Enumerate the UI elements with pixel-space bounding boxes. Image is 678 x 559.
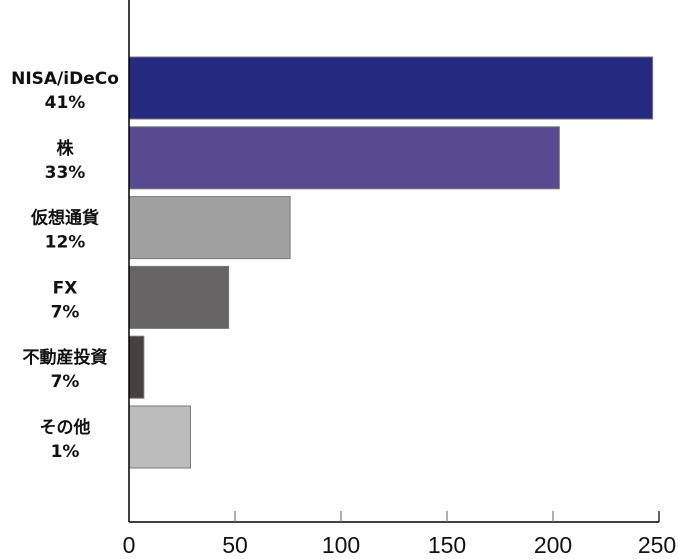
category-percent: 7%: [51, 372, 80, 392]
bar-3: [128, 265, 230, 329]
bar-0: [128, 56, 654, 120]
category-label: 不動産投資: [23, 347, 108, 368]
category-percent: 1%: [51, 442, 80, 462]
category-percent: 7%: [51, 302, 80, 322]
x-tick-label: 0: [123, 532, 136, 558]
bar-4: [128, 335, 145, 399]
x-tick-label: 150: [428, 532, 466, 558]
category-percent: 33%: [45, 163, 86, 183]
category-label: NISA/iDeCo: [11, 69, 119, 89]
category-percent: 12%: [45, 233, 86, 253]
bar-1: [128, 126, 560, 190]
category-label: 株: [57, 138, 75, 159]
bar-5: [128, 405, 191, 469]
category-label: 仮想通貨: [30, 208, 99, 229]
x-tick-label: 250: [638, 532, 676, 558]
x-tick-label: 100: [322, 532, 360, 558]
category-percent: 41%: [45, 93, 86, 113]
category-label: その他: [40, 417, 91, 438]
x-tick-label: 200: [534, 532, 572, 558]
x-tick-label: 50: [222, 532, 248, 558]
bar-2: [128, 196, 291, 260]
category-label: FX: [53, 278, 78, 298]
